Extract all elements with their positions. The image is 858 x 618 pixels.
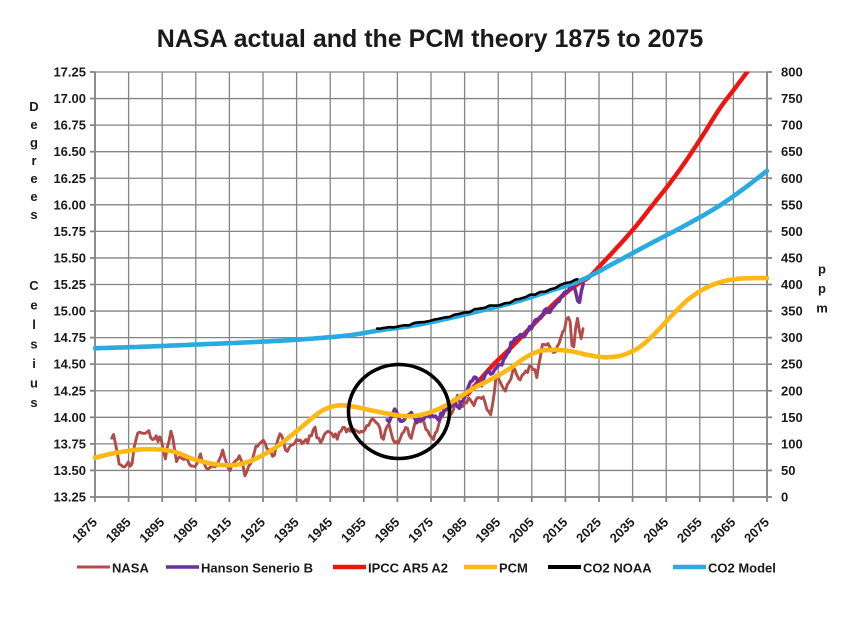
svg-text:500: 500 — [781, 224, 803, 239]
svg-text:m: m — [816, 301, 828, 316]
svg-text:750: 750 — [781, 91, 803, 106]
svg-text:15.25: 15.25 — [53, 277, 86, 292]
svg-text:e: e — [30, 189, 37, 204]
svg-text:17.00: 17.00 — [53, 91, 86, 106]
svg-text:100: 100 — [781, 436, 803, 451]
svg-text:400: 400 — [781, 277, 803, 292]
svg-text:p: p — [818, 262, 826, 277]
svg-text:16.50: 16.50 — [53, 144, 86, 159]
svg-text:13.50: 13.50 — [53, 463, 86, 478]
svg-text:16.25: 16.25 — [53, 171, 86, 186]
svg-text:CO2 Model: CO2 Model — [708, 561, 776, 576]
svg-text:14.25: 14.25 — [53, 383, 86, 398]
svg-text:p: p — [818, 281, 826, 296]
svg-text:Hanson Senerio B: Hanson Senerio B — [201, 561, 313, 576]
svg-text:200: 200 — [781, 383, 803, 398]
svg-text:13.75: 13.75 — [53, 436, 86, 451]
svg-text:NASA: NASA — [112, 561, 149, 576]
svg-text:150: 150 — [781, 410, 803, 425]
svg-text:D: D — [29, 99, 38, 114]
svg-text:350: 350 — [781, 304, 803, 319]
svg-text:PCM: PCM — [499, 561, 528, 576]
svg-text:i: i — [32, 356, 36, 371]
svg-text:650: 650 — [781, 144, 803, 159]
svg-text:800: 800 — [781, 65, 803, 80]
svg-text:600: 600 — [781, 171, 803, 186]
svg-text:700: 700 — [781, 118, 803, 133]
svg-text:r: r — [31, 153, 36, 168]
svg-text:14.00: 14.00 — [53, 410, 86, 425]
svg-text:16.00: 16.00 — [53, 197, 86, 212]
svg-text:14.50: 14.50 — [53, 357, 86, 372]
svg-text:l: l — [32, 317, 36, 332]
svg-text:g: g — [30, 135, 38, 150]
svg-text:14.75: 14.75 — [53, 330, 86, 345]
svg-text:300: 300 — [781, 330, 803, 345]
svg-text:s: s — [30, 395, 37, 410]
svg-text:250: 250 — [781, 357, 803, 372]
svg-text:e: e — [30, 117, 37, 132]
svg-text:s: s — [30, 207, 37, 222]
svg-text:e: e — [30, 171, 37, 186]
svg-text:550: 550 — [781, 197, 803, 212]
svg-text:NASA actual and the PCM theory: NASA actual and the PCM theory 1875 to 2… — [157, 25, 704, 53]
svg-text:IPCC AR5 A2: IPCC AR5 A2 — [368, 561, 448, 576]
svg-text:17.25: 17.25 — [53, 65, 86, 80]
svg-text:15.00: 15.00 — [53, 304, 86, 319]
svg-text:15.75: 15.75 — [53, 224, 86, 239]
svg-text:0: 0 — [781, 490, 788, 505]
svg-text:u: u — [30, 375, 38, 390]
svg-text:C: C — [29, 278, 39, 293]
svg-text:13.25: 13.25 — [53, 490, 86, 505]
svg-text:15.50: 15.50 — [53, 250, 86, 265]
svg-text:CO2 NOAA: CO2 NOAA — [583, 561, 652, 576]
svg-text:e: e — [30, 297, 37, 312]
svg-text:450: 450 — [781, 250, 803, 265]
svg-text:s: s — [30, 336, 37, 351]
svg-text:50: 50 — [781, 463, 795, 478]
svg-text:16.75: 16.75 — [53, 118, 86, 133]
